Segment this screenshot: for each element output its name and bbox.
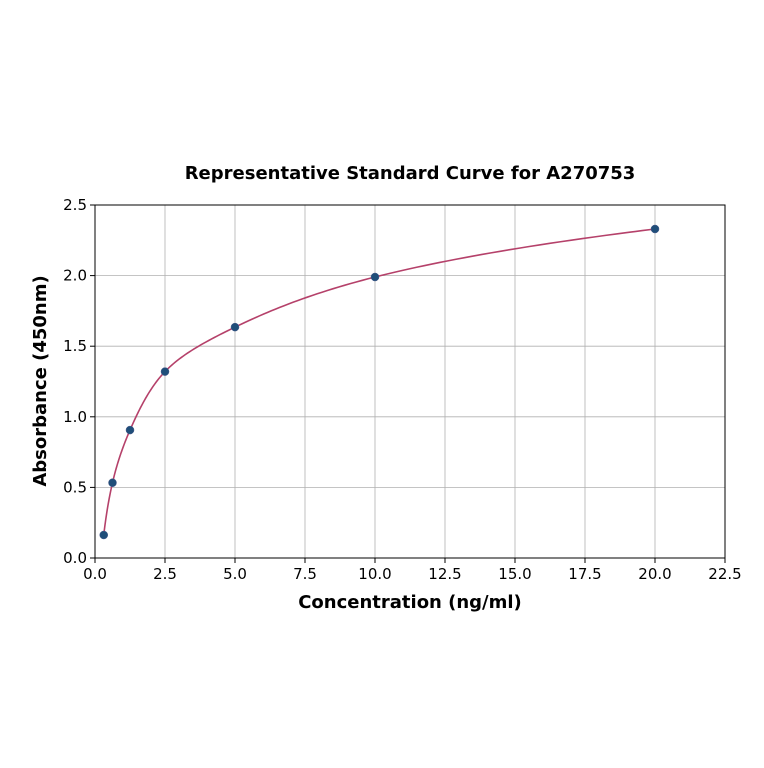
x-axis-label: Concentration (ng/ml) [298, 592, 522, 613]
x-tick-label: 22.5 [708, 565, 741, 583]
data-point [160, 367, 170, 376]
y-tick-label: 1.0 [63, 408, 87, 426]
data-point [650, 224, 660, 234]
data-point [230, 322, 240, 332]
y-axis-label: Absorbance (450nm) [30, 275, 51, 486]
y-tick-label: 2.5 [63, 196, 87, 214]
x-tick-label: 12.5 [428, 565, 461, 583]
x-tick-label: 0.0 [83, 565, 107, 583]
chart-title: Representative Standard Curve for A27075… [185, 163, 636, 184]
x-tick-label: 17.5 [568, 565, 601, 583]
y-tick-label: 1.5 [63, 337, 87, 355]
data-point [125, 425, 135, 435]
data-point [108, 478, 117, 487]
fit-curve [102, 228, 656, 536]
data-point [370, 272, 380, 282]
x-tick-label: 7.5 [293, 565, 317, 583]
plot-frame [94, 204, 726, 559]
y-tick-label: 2.0 [63, 267, 87, 285]
data-point [99, 530, 108, 540]
y-tick-label: 0.0 [63, 549, 87, 567]
x-tick-label: 10.0 [358, 565, 391, 583]
y-tick-label: 0.5 [63, 478, 87, 496]
x-tick-label: 5.0 [223, 565, 247, 583]
x-tick-label: 15.0 [498, 565, 531, 583]
x-tick-label: 2.5 [153, 565, 177, 583]
x-tick-label: 20.0 [638, 565, 671, 583]
